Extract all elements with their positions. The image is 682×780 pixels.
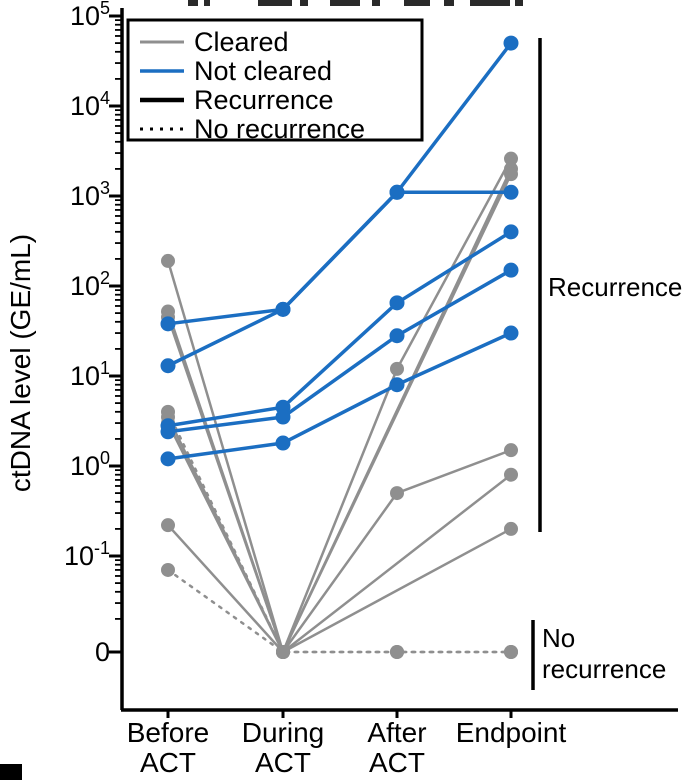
cropped-title-fragment	[515, 0, 523, 6]
data-point-not-cleared-2	[389, 184, 405, 200]
x-tick-label: Endpoint	[456, 717, 567, 748]
data-point-cleared-6	[504, 521, 518, 536]
y-tick-label: 105	[70, 0, 110, 31]
y-tick-label: 104	[70, 88, 110, 121]
data-point-cleared-8	[390, 645, 404, 659]
x-tick-label: During	[242, 717, 324, 748]
data-point-not-cleared-1	[503, 35, 519, 51]
data-point-not-cleared-4	[389, 328, 405, 344]
cropped-title-fragment	[300, 0, 308, 6]
series-line-not-cleared-2	[167, 190, 511, 368]
series-line-not-cleared-4	[167, 268, 512, 434]
x-tick-label: Before	[127, 717, 210, 748]
legend-label: Not cleared	[194, 56, 332, 86]
y-tick-label: 100	[70, 448, 110, 481]
series-line-not-cleared-5	[167, 331, 512, 461]
no-recurrence-annotation-line2: recurrence	[542, 654, 666, 684]
x-tick-label: ACT	[140, 747, 196, 778]
data-point-not-cleared-1	[160, 316, 176, 332]
x-tick-label: After	[367, 717, 426, 748]
series-line-cleared-5	[167, 473, 512, 654]
data-point-not-cleared-5	[275, 435, 291, 451]
data-point-cleared-3	[504, 167, 518, 182]
data-point-not-cleared-4	[275, 409, 291, 425]
y-tick-label: 101	[70, 358, 110, 391]
no-recurrence-annotation-line1: No	[542, 623, 575, 653]
data-point-cleared-8	[161, 562, 175, 577]
cropped-title-fragment	[188, 0, 198, 6]
legend-box	[126, 18, 424, 142]
data-point-not-cleared-5	[160, 451, 176, 467]
data-point-not-cleared-5	[503, 325, 519, 341]
cropped-title-fragment	[404, 0, 430, 6]
data-point-not-cleared-2	[160, 358, 176, 374]
cropped-title-fragment	[444, 0, 454, 6]
legend-label: Recurrence	[194, 85, 334, 115]
cropped-title-fragment	[372, 0, 380, 6]
data-point-cleared-5	[504, 467, 518, 482]
data-point-not-cleared-3	[503, 224, 519, 240]
data-point-not-cleared-4	[160, 424, 176, 440]
data-point-cleared-7	[161, 404, 175, 419]
series-line-not-cleared-3	[167, 230, 512, 428]
x-tick-label: ACT	[369, 747, 425, 778]
data-point-not-cleared-3	[389, 295, 405, 311]
data-point-cleared-4	[504, 443, 518, 458]
data-point-cleared-1	[504, 151, 518, 166]
series-line-cleared-8	[166, 568, 513, 654]
data-point-cleared-1	[390, 361, 404, 376]
data-point-not-cleared-4	[503, 262, 519, 278]
cropped-title-fragment	[258, 0, 292, 6]
cropped-title-fragment	[470, 0, 510, 6]
data-point-not-cleared-5	[389, 377, 405, 393]
cropped-title-fragment	[330, 0, 360, 6]
x-tick-label: ACT	[255, 747, 311, 778]
data-point-cleared-8	[276, 645, 290, 659]
series-line-cleared-2	[166, 168, 513, 656]
data-point-cleared-1	[161, 253, 175, 268]
recurrence-annotation: Recurrence	[548, 272, 682, 302]
series-line-cleared-1	[166, 158, 513, 656]
data-point-not-cleared-2	[503, 184, 519, 200]
data-point-not-cleared-2	[275, 301, 291, 317]
series-line-cleared-4	[166, 422, 512, 655]
legend-label: No recurrence	[194, 114, 365, 144]
data-point-cleared-4	[390, 486, 404, 501]
y-tick-label: 103	[70, 178, 110, 211]
y-tick-label: 10-1	[64, 538, 110, 571]
y-axis-label: ctDNA level (GE/mL)	[5, 234, 36, 492]
cropped-panel-label-fragment	[0, 764, 22, 780]
legend-label: Cleared	[194, 27, 289, 57]
data-point-cleared-5	[161, 518, 175, 533]
data-point-cleared-8	[504, 645, 518, 659]
y-tick-label: 102	[70, 268, 110, 301]
y-tick-label: 0	[95, 637, 110, 667]
cropped-title-fragment	[204, 0, 210, 6]
